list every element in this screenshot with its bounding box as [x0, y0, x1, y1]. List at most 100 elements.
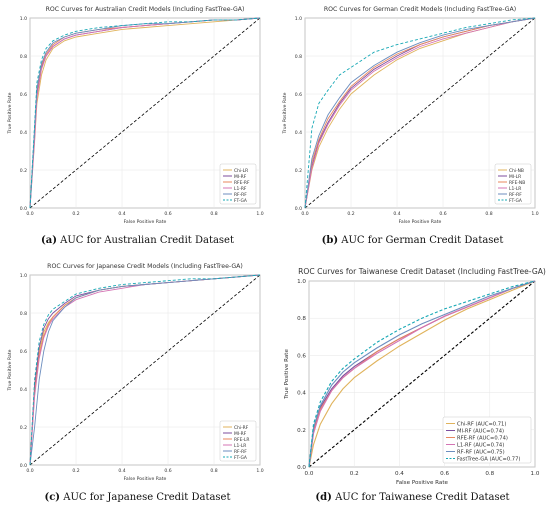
legend-label: FT-GA [509, 198, 522, 204]
legend-label: RFE-RF (AUC=0.74) [457, 435, 508, 441]
caption-text: AUC for Australian Credit Dataset [60, 235, 234, 246]
chart-panel-japanese: 0.0 0.2 0.4 0.6 0.8 1.0 0.0 0.2 0.4 0.6 0.8 1.0 Fals… [0, 257, 275, 514]
series-line [308, 280, 536, 468]
y-tick-label: 0.6 [297, 353, 306, 359]
series-line [29, 17, 261, 209]
x-tick-label: 0.2 [347, 211, 354, 217]
y-tick-label: 0.6 [20, 92, 27, 98]
x-tick-label: 0.8 [485, 211, 492, 217]
series-line [29, 17, 261, 209]
y-tick-label: 0.0 [295, 206, 302, 212]
caption-label: (d) [315, 492, 332, 503]
x-tick-label: 0.6 [164, 468, 171, 474]
series-line [29, 274, 261, 466]
series-line [308, 280, 536, 468]
legend: Chi-RF (AUC=0.71)MI-RF (AUC=0.74)RFE-RF … [442, 416, 532, 464]
caption-label: (c) [44, 492, 61, 503]
y-tick-label: 0.8 [20, 54, 27, 60]
y-tick-label: 0.4 [20, 130, 27, 136]
chart-title: ROC Curves for Japanese Credit Models (I… [47, 263, 243, 270]
caption-australian: (a) AUC for Australian Credit Dataset [0, 235, 275, 246]
y-tick-label: 0.0 [20, 206, 27, 212]
x-tick-label: 0.8 [210, 211, 217, 217]
series-line [308, 280, 536, 468]
y-axis-label: True Positive Rate [7, 349, 13, 391]
roc-chart-german: 0.0 0.2 0.4 0.6 0.8 1.0 0.0 0.2 0.4 0.6 0.8 1.0 Fals… [282, 6, 539, 225]
caption-text: AUC for Japanese Credit Dataset [63, 492, 231, 503]
legend-label: L1-RF [234, 186, 247, 192]
chart-title: ROC Curves for Taiwanese Credit Dataset … [298, 267, 546, 276]
grid [29, 274, 261, 466]
x-tick-label: 0.2 [72, 211, 79, 217]
series-line [29, 17, 261, 209]
y-axis-label: True Positive Rate [282, 92, 288, 134]
caption-text: AUC for Taiwanese Credit Dataset [335, 492, 510, 503]
y-tick-label: 0.2 [20, 425, 27, 431]
diagonal-reference-line [308, 280, 536, 468]
series-line [304, 17, 536, 209]
legend-label: L1-LR [234, 443, 246, 449]
legend-label: Chi-LR [234, 168, 248, 174]
x-tick-label: 1.0 [256, 211, 263, 217]
x-tick-label: 0.4 [118, 468, 125, 474]
y-tick-label: 0.2 [295, 168, 302, 174]
legend-label: RF-RF [509, 192, 522, 198]
y-tick-label: 0.8 [297, 316, 306, 322]
x-tick-label: 0.2 [350, 471, 359, 477]
y-tick-label: 0.0 [20, 463, 27, 469]
y-tick-label: 0.8 [295, 54, 302, 60]
legend-label: MI-RF [234, 431, 247, 437]
y-tick-label: 1.0 [20, 273, 27, 279]
legend-label: Chi-RF (AUC=0.71) [457, 421, 506, 427]
y-tick-label: 1.0 [297, 279, 306, 285]
caption-japanese: (c) AUC for Japanese Credit Dataset [0, 492, 275, 503]
legend-label: RFE-RF [234, 180, 250, 186]
x-tick-label: 0.0 [301, 211, 308, 217]
legend-label: L1-LR [509, 186, 521, 192]
chart-title: ROC Curves for Australian Credit Models … [46, 6, 245, 13]
x-tick-label: 1.0 [256, 468, 263, 474]
series-line [308, 280, 536, 468]
x-tick-label: 0.0 [305, 471, 314, 477]
y-tick-label: 0.4 [295, 130, 302, 136]
x-tick-label: 0.8 [485, 471, 494, 477]
y-axis-label: True Positive Rate [284, 349, 290, 400]
roc-chart-taiwanese: 0.0 0.2 0.4 0.6 0.8 1.0 0.0 0.2 0.4 0.6 0.8 1.0 Fals… [284, 267, 546, 486]
x-tick-label: 0.4 [393, 211, 400, 217]
series-line [304, 17, 536, 209]
x-axis-label: False Positive Rate [396, 480, 449, 486]
chart-panel-taiwanese: 0.0 0.2 0.4 0.6 0.8 1.0 0.0 0.2 0.4 0.6 0.8 1.0 Fals… [275, 257, 550, 514]
x-tick-label: 0.0 [26, 468, 33, 474]
x-axis-label: False Positive Rate [124, 476, 167, 482]
x-tick-label: 0.2 [72, 468, 79, 474]
caption-label: (b) [321, 235, 339, 246]
y-tick-label: 0.2 [297, 428, 306, 434]
series-line [29, 274, 261, 466]
caption-taiwanese: (d) AUC for Taiwanese Credit Dataset [275, 492, 550, 503]
legend-label: RFE-NB [509, 180, 525, 186]
y-tick-label: 0.4 [297, 391, 306, 397]
legend-label: RF-RF [234, 449, 247, 455]
x-tick-label: 1.0 [531, 211, 538, 217]
chart-panel-australian: 0.0 0.2 0.4 0.6 0.8 1.0 0.0 0.2 0.4 0.6 0.8 1.0 Fals… [0, 0, 275, 255]
grid [29, 17, 261, 209]
y-axis-label: True Positive Rate [7, 92, 13, 134]
legend-box [442, 416, 532, 464]
y-tick-label: 0.6 [20, 349, 27, 355]
legend-label: L1-RF (AUC=0.74) [457, 442, 504, 448]
legend-label: MI-RF [234, 174, 247, 180]
y-tick-label: 0.4 [20, 387, 27, 393]
x-tick-label: 0.6 [440, 471, 449, 477]
legend-label: MI-RF (AUC=0.74) [457, 428, 504, 434]
legend-label: RF-RF [234, 192, 247, 198]
caption-german: (b) AUC for German Credit Dataset [275, 235, 550, 246]
y-tick-label: 0.2 [20, 168, 27, 174]
legend-label: RFE-LR [234, 437, 249, 443]
legend-label: FT-GA [234, 198, 247, 204]
x-tick-label: 0.4 [395, 471, 404, 477]
legend-label: FT-GA [234, 455, 247, 461]
chart-panel-german: 0.0 0.2 0.4 0.6 0.8 1.0 0.0 0.2 0.4 0.6 0.8 1.0 Fals… [275, 0, 550, 255]
legend-label: MI-LR [509, 174, 521, 180]
